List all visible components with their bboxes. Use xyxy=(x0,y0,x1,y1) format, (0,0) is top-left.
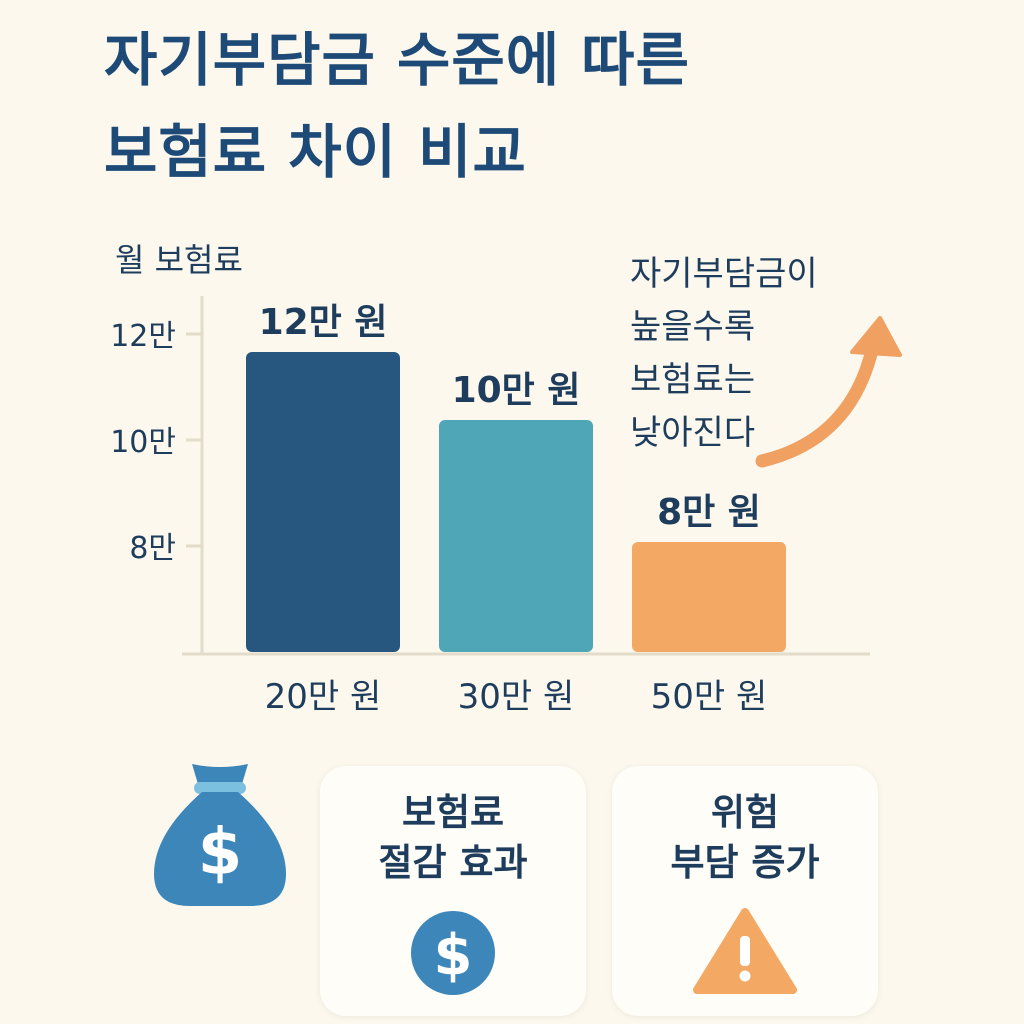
money-bag-icon: $ xyxy=(154,764,286,906)
risk-card-line-1: 위험 xyxy=(710,791,780,834)
y-tick-label: 12만 xyxy=(110,319,176,354)
annotation-line: 보험료는 xyxy=(630,360,756,400)
annotation-line: 높을수록 xyxy=(630,307,756,347)
annotation-line: 낮아진다 xyxy=(630,413,756,453)
bar-value-label: 10만 원 xyxy=(452,370,581,411)
y-tick-label: 8만 xyxy=(129,531,176,566)
risk-card-line-2: 부담 증가 xyxy=(670,841,820,884)
x-tick-label: 50만 원 xyxy=(651,677,768,717)
warning-triangle-icon xyxy=(693,908,797,994)
dollar-circle-icon: $ xyxy=(411,911,495,995)
annotation-text: 자기부담금이 높을수록 보험료는 낮아진다 xyxy=(630,248,818,460)
svg-text:$: $ xyxy=(198,816,243,890)
x-tick-label: 30만 원 xyxy=(458,677,575,717)
y-axis-label: 월 보험료 xyxy=(115,241,243,279)
title-line-2: 보험료 차이 비교 xyxy=(104,118,527,186)
y-tick-label: 10만 xyxy=(110,425,176,460)
svg-text:$: $ xyxy=(434,923,473,988)
bar xyxy=(632,542,786,652)
title-line-1: 자기부담금 수준에 따른 xyxy=(104,26,690,94)
savings-card: 보험료 절감 효과 $ xyxy=(320,766,586,1016)
upward-arrow-icon xyxy=(755,316,902,468)
bar xyxy=(439,420,593,652)
savings-card-line-1: 보험료 xyxy=(401,791,505,834)
page-title: 자기부담금 수준에 따른 보험료 차이 비교 xyxy=(104,14,690,198)
bar-value-label: 12만 원 xyxy=(259,302,388,343)
savings-card-line-2: 절감 효과 xyxy=(378,841,528,884)
annotation-line: 자기부담금이 xyxy=(630,254,818,294)
bar xyxy=(246,352,400,652)
bar-value-label: 8만 원 xyxy=(657,492,761,533)
risk-card: 위험 부담 증가 xyxy=(612,766,878,1016)
bar-chart: 월 보험료 12만 10만 8만 12만 원 20만 원 10만 원 30만 원 8만 원 5… xyxy=(110,241,902,717)
x-tick-label: 20만 원 xyxy=(265,677,382,717)
